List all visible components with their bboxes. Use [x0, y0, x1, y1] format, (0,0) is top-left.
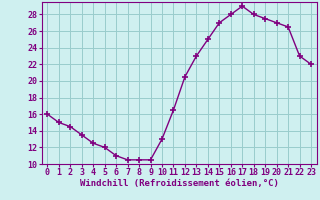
X-axis label: Windchill (Refroidissement éolien,°C): Windchill (Refroidissement éolien,°C) — [80, 179, 279, 188]
